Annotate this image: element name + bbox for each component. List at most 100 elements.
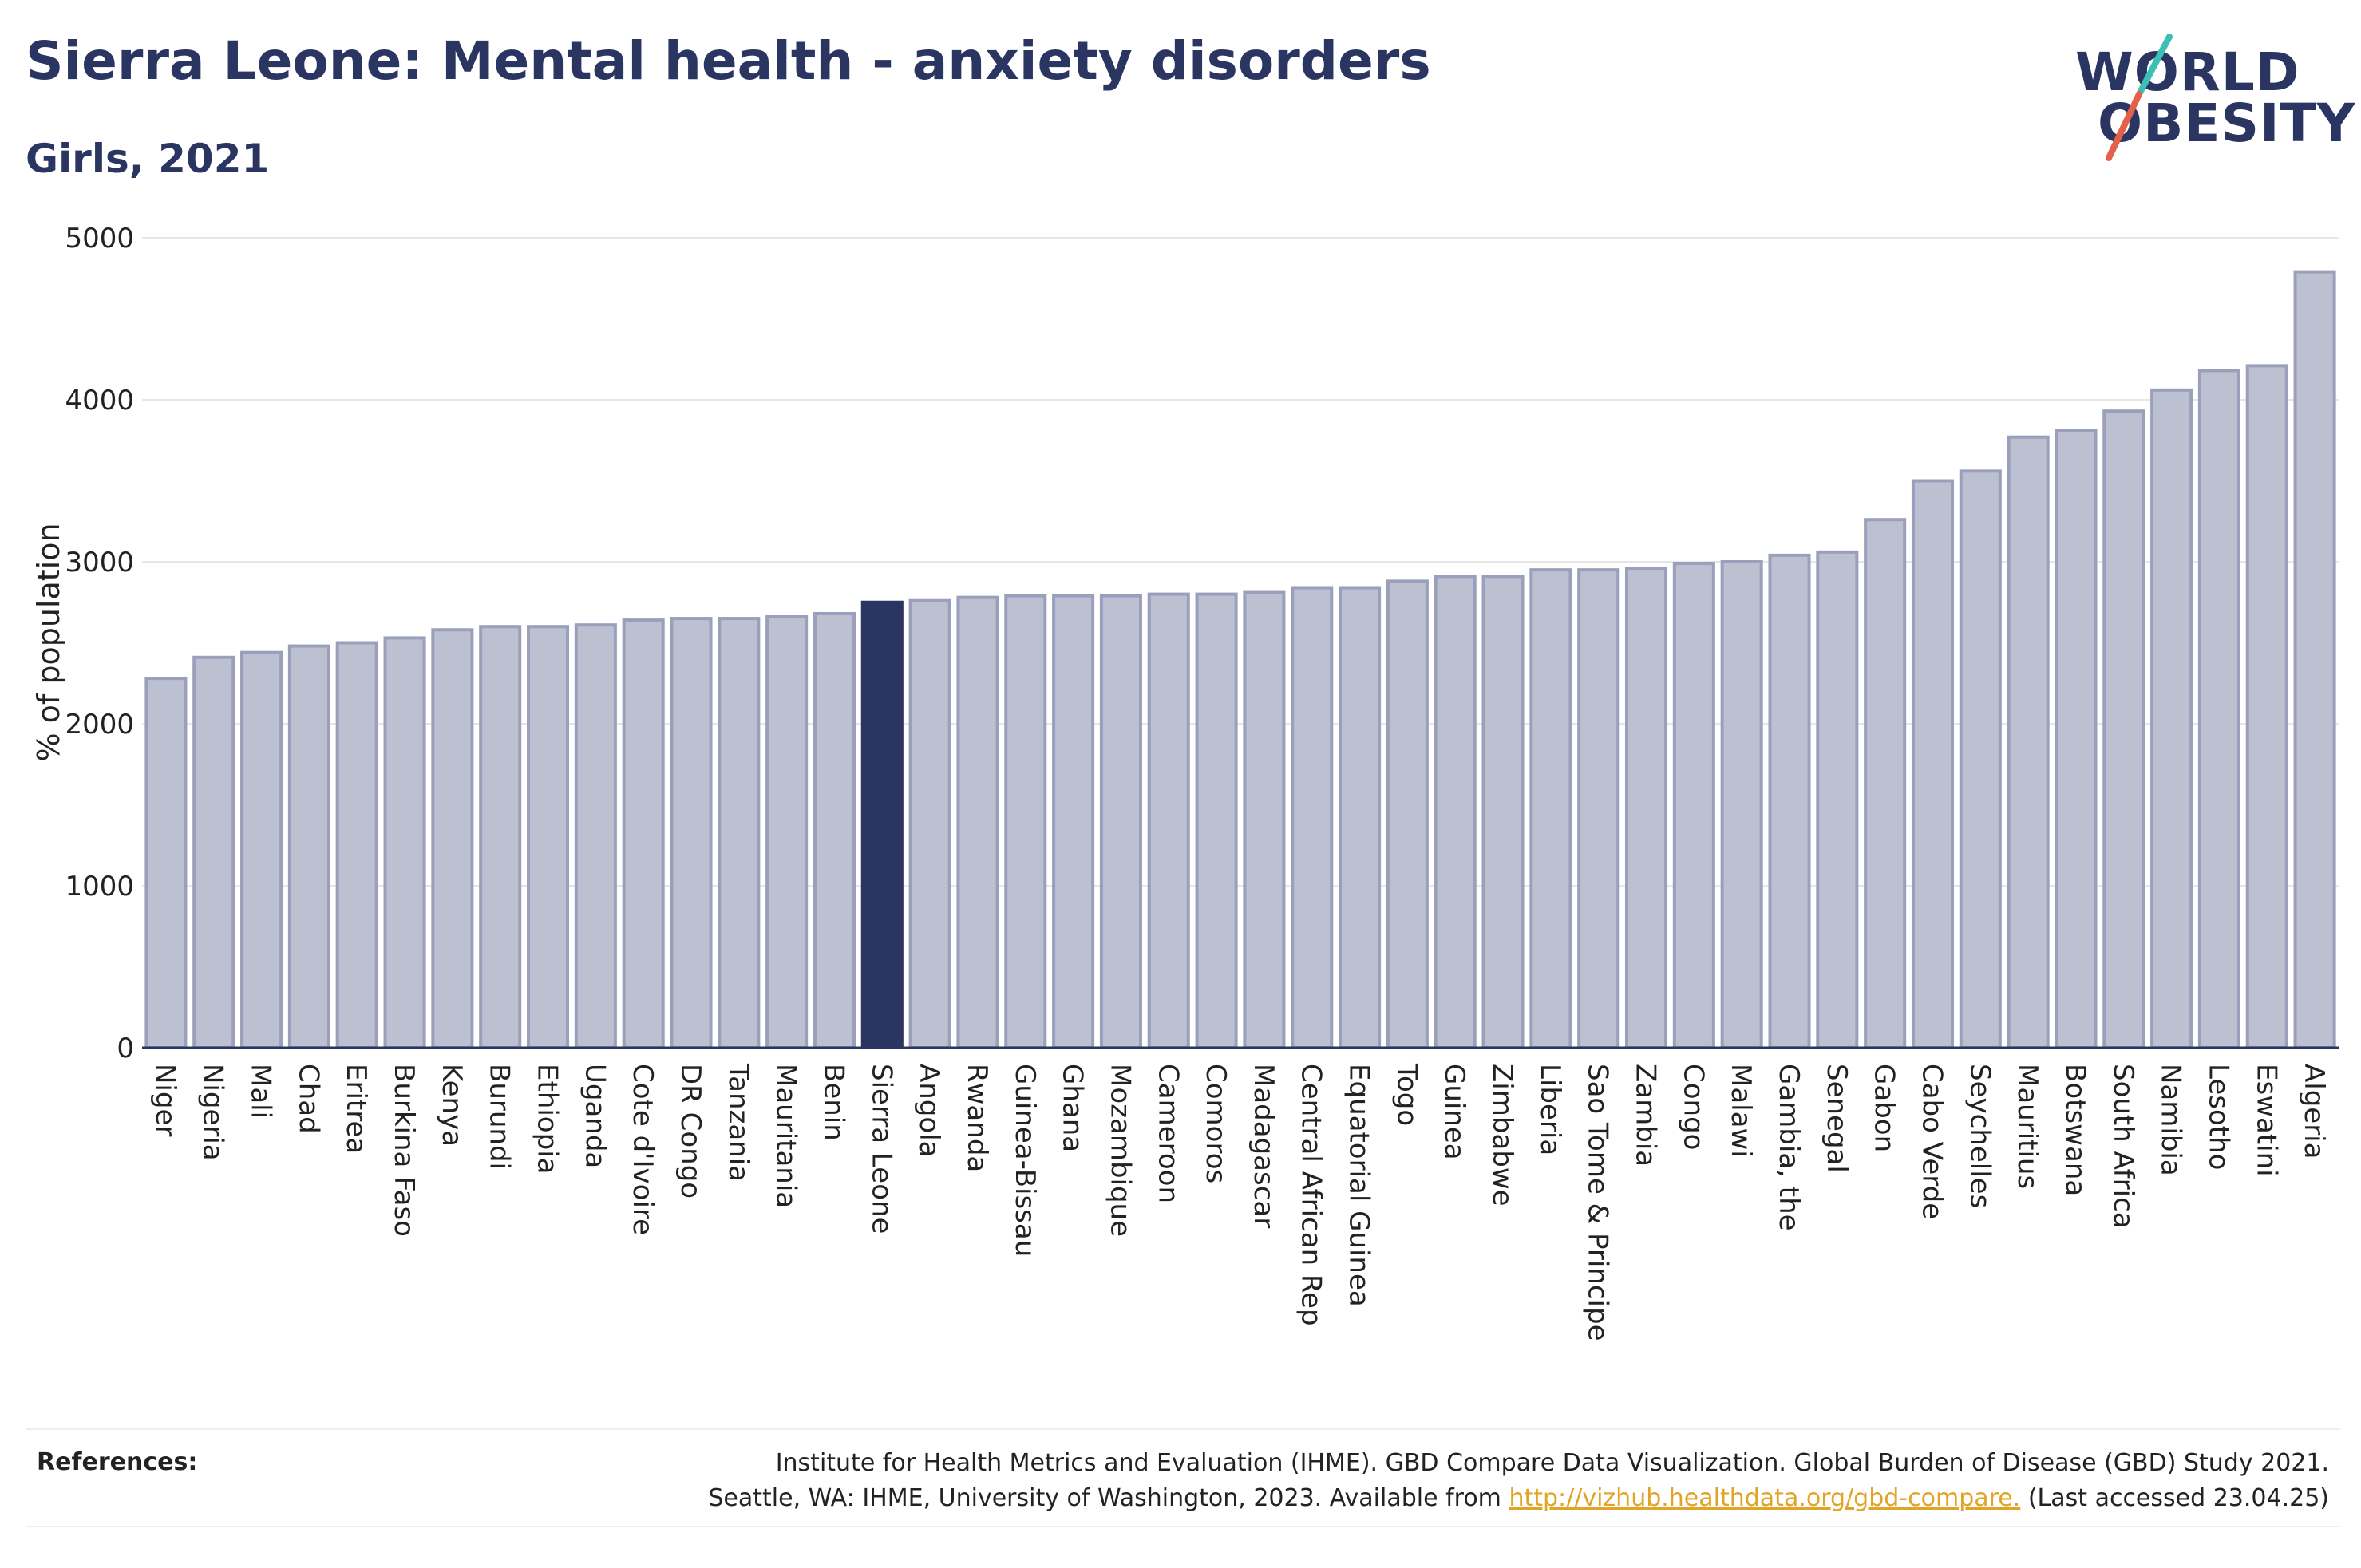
references-text: Institute for Health Metrics and Evaluat…: [573, 1446, 2329, 1516]
x-category-label: Nigeria: [197, 1064, 229, 1161]
bar: [1147, 592, 1190, 1049]
bar: [574, 623, 617, 1049]
x-category-label: Sierra Leone: [865, 1064, 897, 1234]
bar: [1481, 575, 1525, 1049]
x-category-label: Angola: [913, 1064, 945, 1157]
bar: [287, 644, 330, 1049]
bar: [1768, 553, 1811, 1049]
world-obesity-logo: WORLD OBESITY: [2075, 32, 2355, 176]
references-label: References:: [37, 1448, 198, 1476]
x-category-label: Central African Rep: [1295, 1064, 1327, 1326]
bar: [1243, 590, 1286, 1049]
bar: [1291, 586, 1334, 1049]
x-category-label: Comoros: [1200, 1064, 1232, 1183]
references-line-1: Institute for Health Metrics and Evaluat…: [775, 1449, 2329, 1477]
x-category-label: DR Congo: [674, 1064, 706, 1199]
x-category-label: Gabon: [1869, 1064, 1900, 1152]
y-axis-label: % of population: [31, 523, 66, 761]
logo-word-obesity: OBESITY: [2098, 93, 2356, 154]
bar: [240, 650, 283, 1049]
bar: [2245, 364, 2288, 1049]
x-category-label: Guinea: [1438, 1064, 1470, 1160]
x-category-label: Madagascar: [1248, 1064, 1279, 1228]
bar-chart: 0 1000 2000 3000 4000 5000 Niger Nigeria Mali Ch…: [31, 223, 2339, 1341]
bar: [1386, 579, 1429, 1049]
bar: [1911, 479, 1955, 1049]
x-category-label: Chad: [292, 1064, 324, 1134]
x-category-label: Mauritius: [2011, 1064, 2043, 1189]
x-category-label: Namibia: [2155, 1064, 2187, 1176]
bar: [2055, 429, 2098, 1049]
bar: [1672, 562, 1715, 1049]
logo-slash-icon: [2106, 34, 2173, 161]
references-line-2: Seattle, WA: IHME, University of Washing…: [573, 1481, 2329, 1516]
bar: [2197, 369, 2240, 1049]
chart-title: Sierra Leone: Mental health - anxiety di…: [26, 30, 1431, 92]
x-category-label: Eswatini: [2250, 1064, 2282, 1177]
x-category-label: Mauritania: [770, 1064, 802, 1208]
x-category-label: Cote d'Ivoire: [627, 1064, 658, 1235]
bar: [1434, 575, 1477, 1049]
bar: [2102, 409, 2145, 1049]
x-category-label: Liberia: [1534, 1064, 1566, 1155]
x-category-label: Gambia, the: [1773, 1064, 1805, 1231]
bar: [908, 598, 951, 1049]
y-tick-label: 5000: [65, 223, 134, 255]
chart-subtitle: Girls, 2021: [26, 136, 270, 182]
x-category-label: Burundi: [484, 1064, 516, 1170]
y-tick-labels: 0 1000 2000 3000 4000 5000: [65, 223, 134, 1064]
x-category-label: Sao Tome & Principe: [1582, 1064, 1614, 1341]
references-line-2-suffix: (Last accessed 23.04.25): [2020, 1484, 2329, 1512]
bar: [1529, 568, 1572, 1049]
x-category-label: Ethiopia: [532, 1064, 564, 1174]
bar: [2150, 388, 2193, 1049]
x-category-label: Malawi: [1725, 1064, 1757, 1158]
x-category-label: Botswana: [2059, 1064, 2091, 1196]
x-category-label: Zimbabwe: [1486, 1064, 1518, 1207]
x-category-label: Burkina Faso: [388, 1064, 420, 1237]
bar: [765, 615, 809, 1049]
bar: [144, 677, 188, 1049]
logo-word-world: WORLD: [2075, 41, 2300, 103]
x-category-labels: Niger Nigeria Mali Chad Eritrea Burkina Faso K…: [149, 1063, 2330, 1341]
bar: [813, 611, 856, 1049]
bar: [670, 617, 713, 1049]
x-category-label: Guinea-Bissau: [1009, 1064, 1041, 1257]
y-tick-label: 4000: [65, 385, 134, 417]
bars: [144, 270, 2336, 1050]
bar: [1099, 594, 1142, 1049]
x-category-label: Rwanda: [961, 1064, 993, 1172]
bar: [1339, 586, 1382, 1049]
x-category-label: Congo: [1677, 1064, 1709, 1150]
bar: [622, 618, 665, 1049]
footer-divider-bottom: [26, 1526, 2340, 1527]
x-category-label: Eritrea: [340, 1064, 372, 1154]
bar: [192, 655, 235, 1050]
bar-highlight: [860, 600, 904, 1049]
x-category-label: Algeria: [2298, 1064, 2330, 1159]
x-category-label: Senegal: [1821, 1064, 1853, 1173]
x-category-label: Kenya: [436, 1064, 468, 1147]
bar: [1720, 560, 1763, 1049]
references-link[interactable]: http://vizhub.healthdata.org/gbd-compare…: [1509, 1484, 2021, 1512]
bar: [1195, 592, 1238, 1049]
x-category-label: Lesotho: [2202, 1064, 2234, 1170]
x-category-label: South Africa: [2107, 1064, 2139, 1229]
x-category-label: Ghana: [1057, 1064, 1089, 1152]
bar: [1864, 518, 1907, 1049]
x-category-label: Cabo Verde: [1916, 1064, 1948, 1219]
bar: [383, 636, 426, 1049]
bar: [1052, 594, 1095, 1049]
bar: [431, 628, 474, 1049]
bar: [2007, 435, 2050, 1049]
x-category-label: Equatorial Guinea: [1343, 1064, 1375, 1307]
x-category-label: Niger: [149, 1064, 181, 1136]
x-category-label: Seychelles: [1964, 1064, 1995, 1208]
bar: [956, 595, 999, 1049]
x-category-label: Tanzania: [722, 1063, 754, 1182]
x-category-label: Togo: [1390, 1063, 1422, 1126]
footer-divider-top: [26, 1428, 2340, 1430]
y-tick-label: 1000: [65, 871, 134, 902]
references-line-2-prefix: Seattle, WA: IHME, University of Washing…: [708, 1484, 1509, 1512]
x-category-label: Mozambique: [1104, 1064, 1136, 1237]
